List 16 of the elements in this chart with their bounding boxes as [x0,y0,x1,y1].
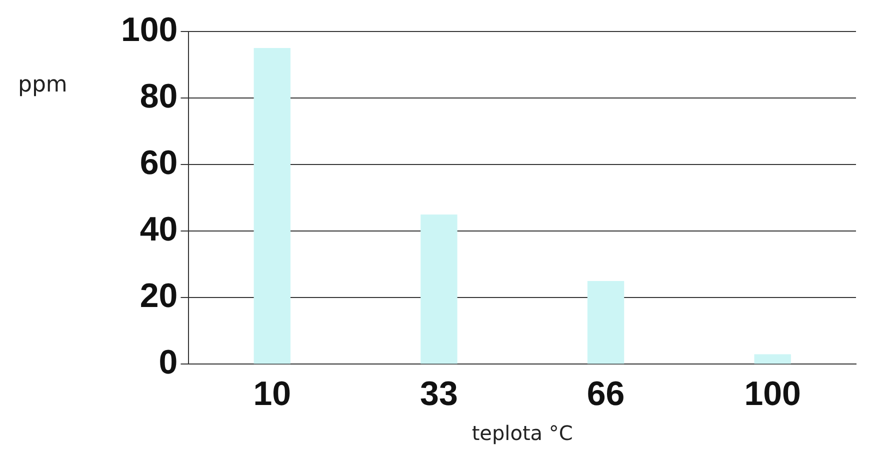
y-tick-label: 100 [120,10,178,49]
y-tick-label: 40 [140,210,178,248]
x-tick-label: 66 [586,374,625,413]
x-axis-title: teplota °C [472,421,573,446]
y-tick-label: 80 [140,77,178,116]
y-tick-label: 0 [158,344,178,382]
bar [420,214,458,364]
bar [254,48,290,364]
x-tick-label: 33 [420,374,458,413]
bar [754,354,791,364]
y-tick-label: 20 [140,277,178,316]
x-tick-label: 10 [253,374,292,413]
x-tick-label: 100 [744,374,801,413]
bar [587,281,624,364]
y-tick-label: 60 [140,144,178,182]
y-axis-title: ppm [18,72,68,98]
